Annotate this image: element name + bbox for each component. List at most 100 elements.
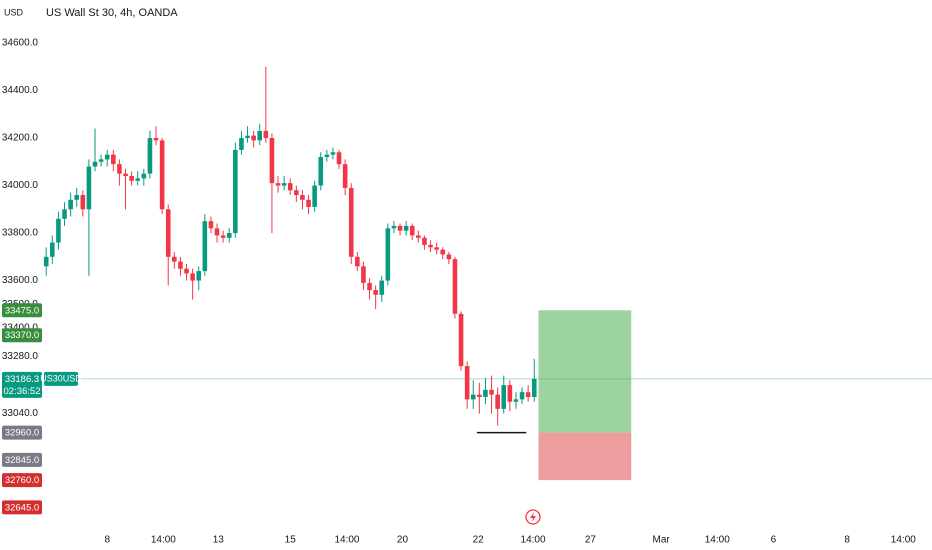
y-tick-label: 33800.0	[2, 228, 39, 239]
y-tick-label: 33040.0	[2, 408, 39, 419]
candle-body	[397, 225, 403, 231]
candle-body	[501, 385, 507, 409]
candle-body	[483, 389, 488, 397]
candle-body	[300, 195, 305, 200]
candle-body	[159, 140, 165, 210]
currency: USD	[4, 7, 24, 17]
candle-body	[318, 157, 324, 186]
candle-body	[294, 190, 299, 196]
candle-body	[104, 154, 110, 160]
price-badge	[2, 500, 42, 515]
price-badge-label: 33370.0	[5, 330, 39, 341]
symbol-label: US30USD	[40, 374, 82, 384]
candle-body	[507, 385, 513, 402]
candle-body	[446, 254, 452, 260]
candle-body	[489, 389, 494, 395]
candle-body	[62, 209, 67, 219]
x-tick-label: 15	[285, 535, 297, 546]
candle-body	[519, 392, 525, 400]
candle-body	[281, 183, 287, 186]
candle-body	[495, 394, 500, 409]
x-tick-label: 27	[585, 535, 597, 546]
candle-body	[56, 218, 61, 243]
candle-body	[208, 221, 214, 229]
countdown-label: 02:36:52	[4, 386, 41, 397]
candle-body	[214, 228, 220, 236]
candle-body	[74, 195, 80, 200]
y-tick-label: 33600.0	[2, 275, 39, 286]
candle-body	[68, 199, 73, 210]
candle-body	[129, 176, 134, 181]
candle-body	[117, 164, 122, 174]
candle-body	[434, 247, 439, 250]
candle-body	[92, 161, 98, 167]
candle-body	[373, 290, 378, 295]
candle-body	[98, 159, 104, 162]
candle-body	[336, 152, 342, 165]
candle-body	[245, 135, 250, 139]
candle-body	[440, 249, 446, 255]
candle-body	[111, 154, 116, 165]
candle-body	[312, 185, 317, 207]
price-badge-label: 32760.0	[5, 475, 39, 486]
candle-body	[123, 173, 128, 177]
candle-body	[220, 235, 226, 238]
x-tick-label: 6	[771, 535, 777, 546]
candle-body	[153, 138, 159, 141]
candle-body	[190, 273, 195, 281]
candle-body	[165, 209, 171, 257]
candle-body	[263, 130, 269, 139]
y-tick-label: 33280.0	[2, 351, 39, 362]
candle-body	[409, 225, 415, 236]
candle-body	[422, 237, 427, 245]
candle-body	[416, 235, 421, 238]
y-tick-label: 34600.0	[2, 38, 39, 49]
alert-icon[interactable]	[525, 509, 541, 525]
price-badge-label: 33475.0	[5, 305, 39, 316]
x-tick-label: 22	[473, 535, 485, 546]
price-badge	[2, 452, 42, 467]
candle-body	[428, 244, 433, 248]
x-tick-label: 8	[104, 535, 110, 546]
x-tick-label: Mar	[653, 535, 671, 546]
candle-body	[464, 366, 470, 400]
candle-body	[385, 228, 391, 281]
candle-body	[226, 233, 232, 238]
candle-body	[80, 195, 86, 210]
candle-body	[348, 187, 354, 257]
x-tick-label: 14:00	[891, 535, 916, 546]
candle-body	[361, 266, 366, 283]
candle-body	[50, 242, 55, 257]
price-badge	[2, 425, 42, 440]
current-price-label: 33186.3	[5, 374, 39, 385]
symbol-badge	[44, 371, 78, 386]
candle-body	[458, 313, 464, 367]
candle-body	[355, 256, 360, 267]
candle-body	[178, 261, 183, 269]
current-price-badge	[2, 371, 42, 398]
candle-body	[86, 166, 92, 210]
candle-body	[379, 280, 385, 295]
price-badge-label: 32960.0	[5, 428, 39, 439]
candle-body	[403, 225, 409, 231]
x-tick-label: 13	[213, 535, 225, 546]
candle-body	[452, 259, 458, 314]
price-badge-label: 32845.0	[5, 455, 39, 466]
position-stop-zone	[538, 432, 632, 481]
price-badge	[2, 328, 42, 343]
y-tick-label: 34000.0	[2, 180, 39, 191]
candle-body	[477, 394, 482, 397]
x-tick-label: 8	[844, 535, 850, 546]
candle-body	[330, 152, 336, 155]
candle-body	[525, 392, 531, 397]
candle-body	[391, 225, 397, 229]
candle-body	[342, 164, 348, 188]
candle-body	[147, 138, 153, 174]
candle-body	[135, 178, 141, 181]
x-tick-label: 14:00	[521, 535, 546, 546]
x-tick-label: 14:00	[334, 535, 359, 546]
candle-body	[233, 149, 238, 234]
candle-body	[324, 154, 330, 158]
